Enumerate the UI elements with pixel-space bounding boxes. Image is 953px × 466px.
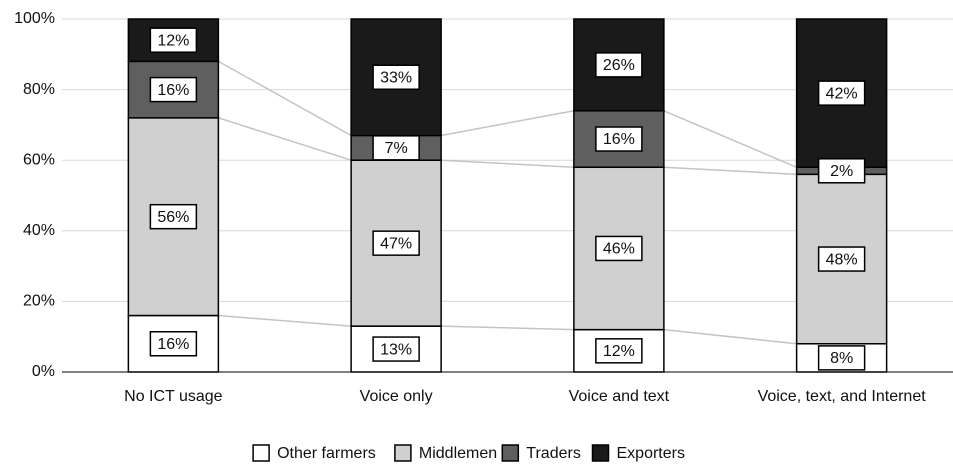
connector xyxy=(441,159,574,169)
data-label: 48% xyxy=(826,251,858,268)
data-label: 26% xyxy=(603,57,635,74)
data-label: 56% xyxy=(157,209,189,226)
data-label: 7% xyxy=(385,140,408,157)
connector xyxy=(663,328,797,345)
connector xyxy=(663,166,797,176)
label-box xyxy=(817,80,866,106)
label-box xyxy=(149,203,198,230)
legend-label: Other farmers xyxy=(277,445,376,462)
connector xyxy=(218,60,352,137)
label-box xyxy=(817,246,866,272)
y-tick-label: 0% xyxy=(32,363,55,380)
legend-swatch xyxy=(501,444,520,462)
data-label: 42% xyxy=(826,85,858,102)
label-box xyxy=(595,338,643,364)
x-tick-label: Voice only xyxy=(360,388,433,405)
y-tick-label: 40% xyxy=(23,222,55,239)
data-label: 13% xyxy=(380,341,412,358)
label-box xyxy=(372,336,420,362)
legend-swatch xyxy=(591,444,610,462)
connector xyxy=(218,314,352,327)
data-label: 8% xyxy=(830,350,853,367)
label-box xyxy=(372,230,420,256)
connector xyxy=(663,110,797,168)
data-label: 47% xyxy=(380,235,412,252)
y-tick-label: 60% xyxy=(23,151,55,168)
x-tick-label: Voice, text, and Internet xyxy=(758,388,927,405)
x-tick-label: No ICT usage xyxy=(124,388,223,405)
label-box xyxy=(595,52,643,78)
label-box xyxy=(372,64,420,90)
data-label: 12% xyxy=(603,343,635,360)
label-box xyxy=(595,235,643,262)
legend-swatch xyxy=(252,444,270,462)
legend-label: Exporters xyxy=(617,445,685,462)
legend-label: Traders xyxy=(526,445,581,462)
label-box xyxy=(817,158,866,184)
y-tick-label: 100% xyxy=(14,10,55,27)
label-box xyxy=(149,331,198,357)
data-label: 16% xyxy=(157,336,189,353)
legend-swatch xyxy=(394,444,412,462)
connector xyxy=(440,110,575,137)
legend-label: Middlemen xyxy=(419,445,497,462)
data-label: 16% xyxy=(157,82,189,99)
label-box xyxy=(149,76,198,103)
connector xyxy=(441,325,574,331)
bar-segment xyxy=(127,18,220,63)
data-label: 46% xyxy=(603,241,635,258)
data-label: 2% xyxy=(830,163,853,180)
data-label: 12% xyxy=(157,32,189,49)
bar-segment xyxy=(573,328,665,373)
label-box xyxy=(595,126,643,152)
y-tick-label: 20% xyxy=(23,293,55,310)
label-box xyxy=(817,345,866,371)
data-label: 33% xyxy=(380,69,412,86)
connector xyxy=(218,117,352,161)
label-box xyxy=(372,135,420,161)
data-label: 16% xyxy=(603,131,635,148)
label-box xyxy=(149,27,198,53)
x-tick-label: Voice and text xyxy=(569,388,670,405)
y-tick-label: 80% xyxy=(23,81,55,98)
